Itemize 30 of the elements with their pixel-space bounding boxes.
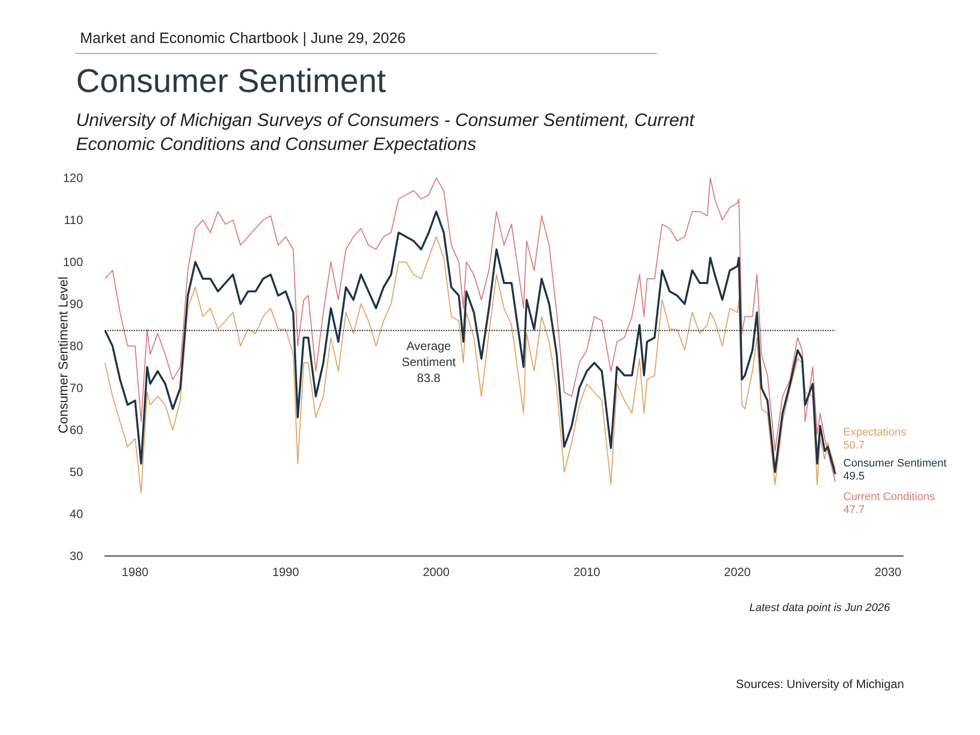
ref-line-label: Average Sentiment 83.8	[402, 339, 456, 386]
y-tick-label: 70	[70, 381, 84, 395]
y-tick-label: 90	[70, 297, 84, 311]
data-label: 50.7	[843, 440, 865, 452]
source-note: Sources: University of Michigan	[736, 677, 904, 691]
series-label: Current Conditions	[843, 491, 936, 504]
series-label: Consumer Sentiment	[843, 458, 947, 470]
y-axis-title: Consumer Sentiment Level	[56, 276, 70, 434]
data-label: 49.5	[843, 470, 865, 483]
y-tick-label: 40	[70, 507, 84, 521]
text: Latest data point is Jun 2026	[749, 602, 890, 614]
y-tick-label: 60	[70, 423, 84, 437]
y-tick-label: 80	[70, 339, 84, 353]
line-series	[104, 236, 836, 494]
x-tick-label: 2000	[422, 565, 450, 579]
chart-subtitle: University of Michigan Surveys of Consumers - Consumer Sentiment, Current Economic Conditions and Consumer Expectations	[76, 109, 696, 156]
series-label: Expectations	[843, 426, 907, 439]
x-tick-label: 1980	[122, 565, 149, 579]
data-label: 47.7	[843, 504, 865, 516]
text: Market and Economic Chartbook | June 29, 2026	[80, 30, 406, 47]
x-tick-label: 2020	[724, 565, 752, 579]
x-tick-label: 1990	[272, 565, 300, 579]
chart-title: Consumer Sentiment	[76, 62, 386, 100]
y-tick-label: 50	[70, 465, 84, 479]
y-tick-label: 110	[64, 213, 84, 227]
y-tick-label: 30	[70, 549, 84, 563]
y-tick-label: 100	[62, 255, 84, 269]
x-tick-label: 2010	[573, 565, 600, 579]
y-tick-label: 120	[62, 171, 84, 185]
x-tick-label: 2030	[874, 565, 902, 579]
